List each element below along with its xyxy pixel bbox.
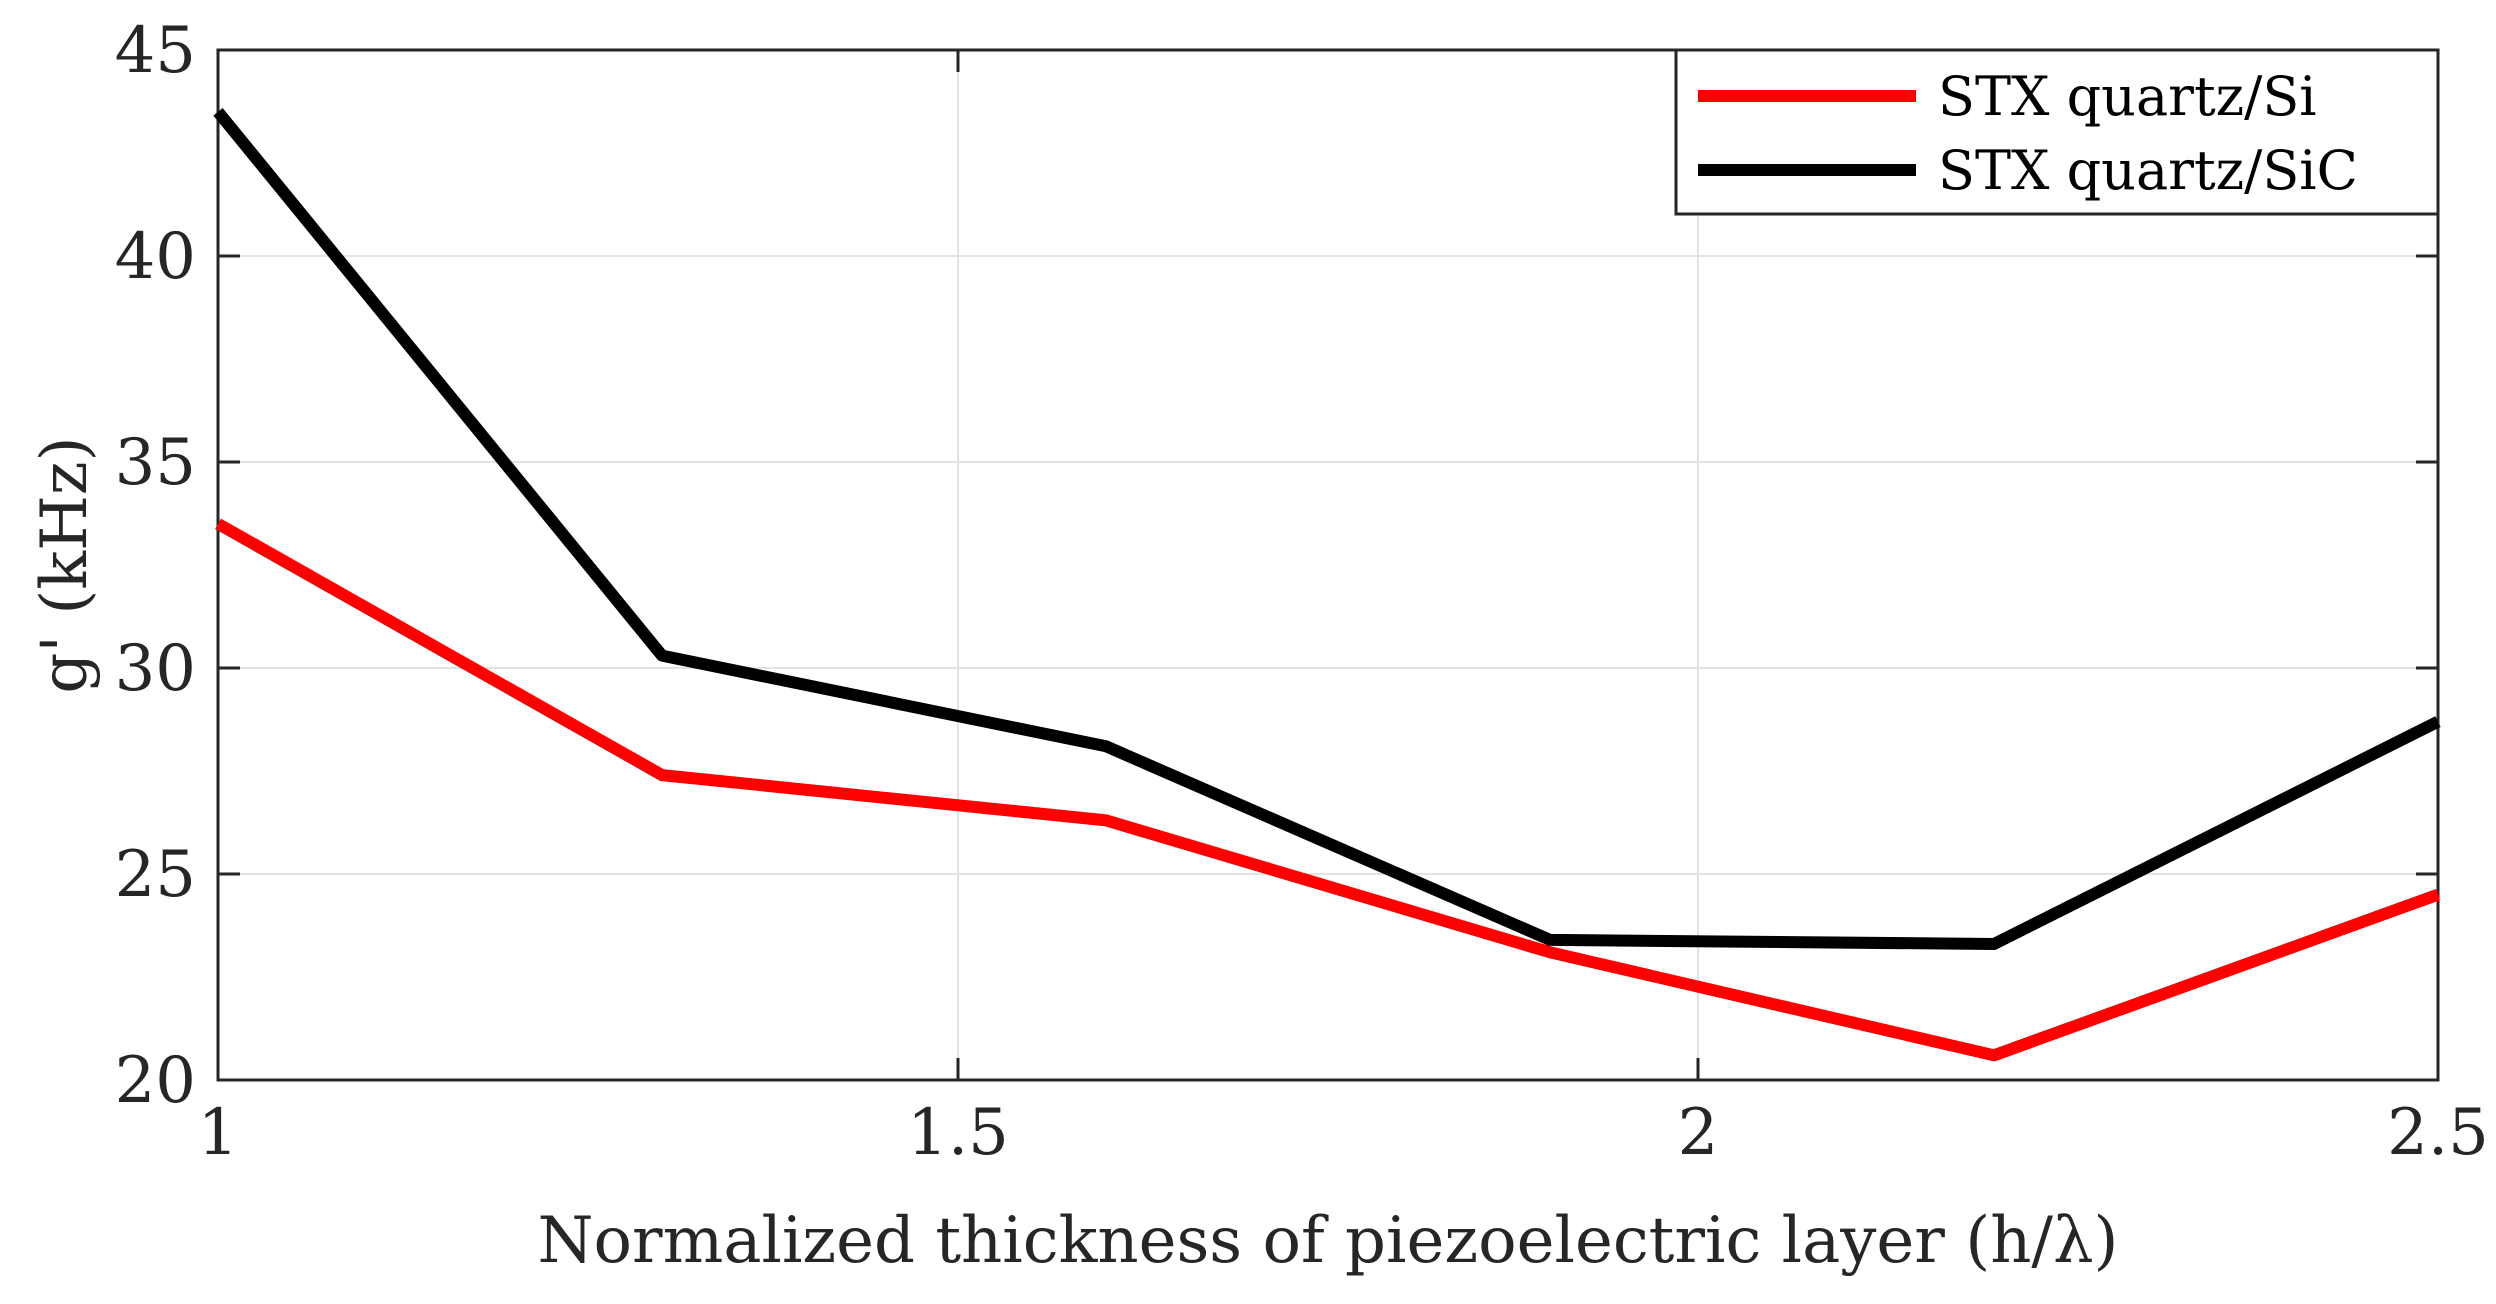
x-tick-label: 2: [1678, 1096, 1719, 1170]
x-tick-label: 2.5: [2387, 1096, 2489, 1170]
y-tick-label: 20: [115, 1044, 196, 1118]
y-tick-label: 25: [115, 838, 196, 912]
series-line-2: [213, 108, 2441, 950]
plot-area: [216, 48, 2440, 1082]
legend-label-2: STX quartz/SiC: [1938, 139, 2358, 202]
legend-label-1: STX quartz/Si: [1938, 65, 2317, 128]
x-tick-label: 1: [198, 1096, 239, 1170]
y-axis-title: g' (kHz): [28, 436, 102, 693]
series-layer: [213, 108, 2441, 1062]
y-tick-label: 35: [115, 426, 196, 500]
y-tick-label: 40: [115, 220, 196, 294]
x-tick-label: 1.5: [907, 1096, 1009, 1170]
series-line-1: [215, 518, 2441, 1062]
legend-box: [1674, 48, 2440, 216]
legend: STX quartz/Si STX quartz/SiC: [1674, 48, 2440, 216]
x-axis-title: Normalized thickness of piezoelectric la…: [538, 1204, 2119, 1278]
y-tick-label: 45: [115, 14, 196, 88]
y-tick-label: 30: [115, 632, 196, 706]
